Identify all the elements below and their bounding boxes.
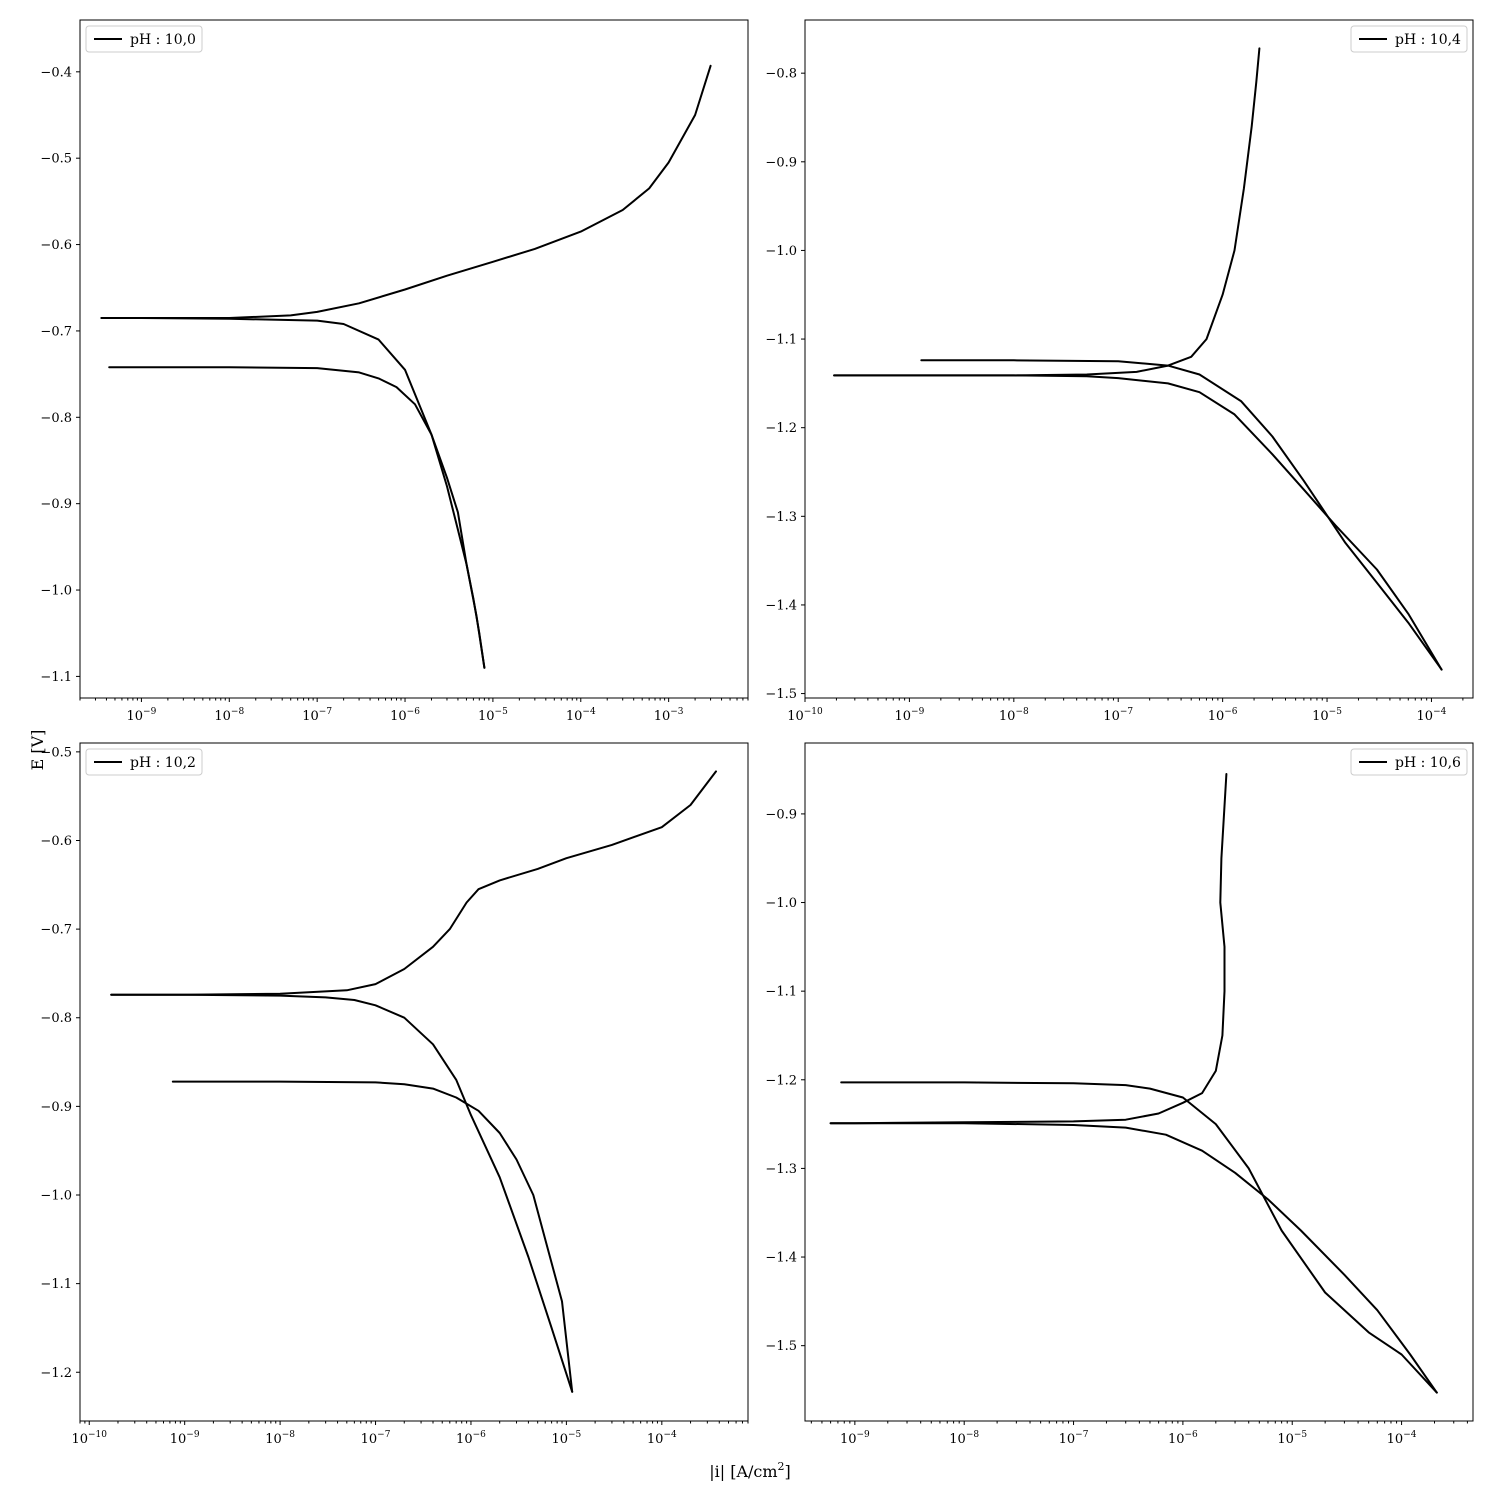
x-tick-label: 10−6 <box>1168 1430 1198 1447</box>
x-axis-label-base: |i| [A/cm <box>709 1462 777 1481</box>
x-tick-label: 10−9 <box>127 707 157 724</box>
x-axis-label: |i| [A/cm2] <box>709 1460 791 1481</box>
x-tick-label: 10−7 <box>361 1430 391 1447</box>
y-tick-label: −0.7 <box>40 923 72 938</box>
y-tick-label: −1.5 <box>765 1339 797 1354</box>
x-axis-label-superscript: 2 <box>778 1460 785 1473</box>
y-tick-label: −1.3 <box>765 510 797 525</box>
legend-label: pH : 10,4 <box>1395 32 1461 48</box>
subplot-ph-10-2: −0.5 −0.6 −0.7 −0.8 −0.9 −1.0 −1.1 −1.2 10−10 10−… <box>40 742 749 1447</box>
y-tick-label: −0.6 <box>40 238 72 253</box>
y-tick-label: −0.4 <box>40 65 72 80</box>
y-tick-label: −1.1 <box>765 333 797 348</box>
x-tick-label: 10−9 <box>894 707 924 724</box>
legend-label: pH : 10,0 <box>130 32 196 48</box>
legend-box <box>1350 25 1468 53</box>
subplot-ph-10-4: −0.8 −0.9 −1.0 −1.1 −1.2 −1.3 −1.4 −1.5 10−10 10−… <box>765 19 1474 724</box>
x-tick-label: 10−7 <box>302 707 332 724</box>
series-line-2 <box>100 64 712 319</box>
x-tick-label: 10−10 <box>71 1430 107 1447</box>
y-tick-label: −0.8 <box>40 1011 72 1026</box>
x-tick-label: 10−5 <box>551 1430 581 1447</box>
series-line-1 <box>171 1080 574 1393</box>
x-tick-label: 10−5 <box>478 707 508 724</box>
series-line-0 <box>829 1122 1438 1394</box>
x-tick-label: 10−4 <box>1417 707 1447 724</box>
y-tick-label: −0.5 <box>40 152 72 167</box>
subplot-ph-10-0: −0.4 −0.5 −0.6 −0.7 −0.8 −0.9 −1.0 −1.1 10−9 10−8… <box>40 19 749 724</box>
y-tick-label: −1.4 <box>765 1251 797 1266</box>
x-tick-label: 10−5 <box>1312 707 1342 724</box>
x-tick-label: 10−4 <box>566 707 596 724</box>
x-tick-label: 10−9 <box>840 1430 870 1447</box>
series-line-1 <box>840 1081 1438 1394</box>
y-tick-label: −1.0 <box>765 244 797 259</box>
y-tick-label: −1.5 <box>765 687 797 702</box>
y-tick-label: −0.8 <box>40 411 72 426</box>
series-line-0 <box>100 317 486 669</box>
plot-frame <box>79 19 749 699</box>
series-line-0 <box>110 993 574 1393</box>
y-tick-label: −1.1 <box>765 985 797 1000</box>
x-tick-label: 10−7 <box>1103 707 1133 724</box>
x-tick-label: 10−8 <box>265 1430 295 1447</box>
series-line-1 <box>108 366 486 669</box>
y-tick-label: −0.9 <box>40 1100 72 1115</box>
x-tick-label: 10−8 <box>214 707 244 724</box>
x-tick-label: 10−8 <box>999 707 1029 724</box>
y-tick-label: −0.6 <box>40 834 72 849</box>
plot-frame <box>79 742 749 1422</box>
x-tick-label: 10−5 <box>1277 1430 1307 1447</box>
y-tick-label: −1.2 <box>40 1366 72 1381</box>
y-tick-label: −1.2 <box>765 1073 797 1088</box>
subplot-ph-10-6: −0.9 −1.0 −1.1 −1.2 −1.3 −1.4 −1.5 10−9 10−8 10−7… <box>765 742 1474 1447</box>
y-tick-label: −1.0 <box>40 1189 72 1204</box>
series-line-2 <box>110 770 717 996</box>
x-tick-label: 10−10 <box>787 707 823 724</box>
legend-label: pH : 10,6 <box>1395 755 1461 771</box>
series-line-0 <box>833 374 1443 671</box>
y-tick-label: −1.1 <box>40 1277 72 1292</box>
legend-label: pH : 10,2 <box>130 755 196 771</box>
y-tick-label: −1.4 <box>765 598 797 613</box>
x-tick-label: 10−6 <box>456 1430 486 1447</box>
y-tick-label: −1.3 <box>765 1162 797 1177</box>
plot-frame <box>804 19 1474 699</box>
y-tick-label: −0.9 <box>40 497 72 512</box>
x-tick-label: 10−9 <box>170 1430 200 1447</box>
x-tick-label: 10−7 <box>1059 1430 1089 1447</box>
y-axis-label: E [V] <box>28 730 47 771</box>
y-tick-label: −1.1 <box>40 670 72 685</box>
y-tick-label: −1.0 <box>40 584 72 599</box>
x-tick-label: 10−4 <box>647 1430 677 1447</box>
y-tick-label: −0.8 <box>765 67 797 82</box>
x-tick-label: 10−6 <box>390 707 420 724</box>
x-axis-label-end: ] <box>785 1462 791 1481</box>
x-tick-label: 10−3 <box>654 707 684 724</box>
series-line-2 <box>829 773 1228 1125</box>
series-line-1 <box>920 359 1443 671</box>
legend-box <box>1350 748 1468 776</box>
x-tick-label: 10−6 <box>1208 707 1238 724</box>
series-line-2 <box>833 47 1261 377</box>
x-tick-label: 10−4 <box>1387 1430 1417 1447</box>
legend-box <box>85 748 203 776</box>
legend-box <box>85 25 203 53</box>
y-tick-label: −0.7 <box>40 324 72 339</box>
y-tick-label: −0.9 <box>765 155 797 170</box>
y-tick-label: −1.2 <box>765 421 797 436</box>
y-tick-label: −1.0 <box>765 896 797 911</box>
y-tick-label: −0.9 <box>765 807 797 822</box>
x-tick-label: 10−8 <box>949 1430 979 1447</box>
y-tick-label: −0.5 <box>40 745 72 760</box>
